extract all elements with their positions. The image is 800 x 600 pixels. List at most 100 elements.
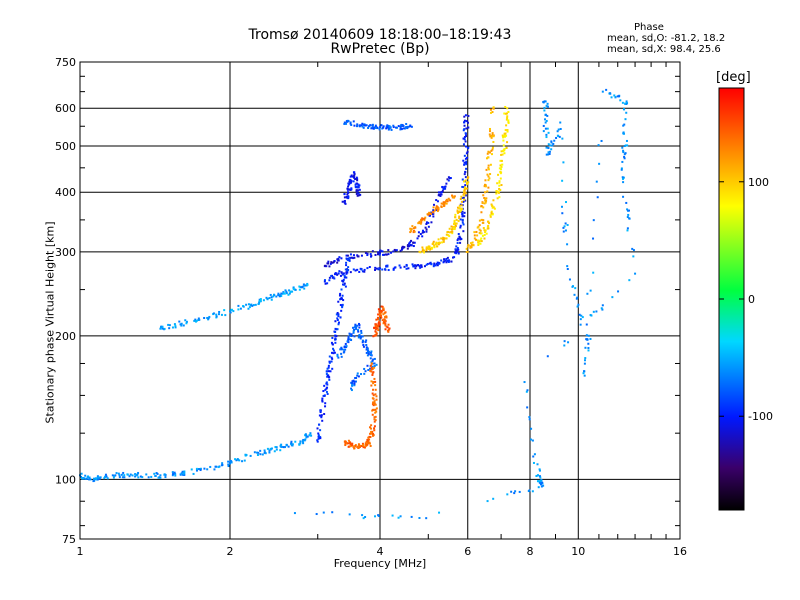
data-point [361, 270, 364, 273]
data-point [489, 130, 492, 133]
data-point [183, 470, 186, 473]
data-point [183, 473, 186, 476]
data-point [627, 213, 630, 216]
data-point [464, 145, 467, 148]
data-point [371, 123, 374, 126]
data-point [432, 203, 435, 206]
data-point [353, 328, 356, 331]
data-point [491, 204, 494, 207]
data-point [451, 230, 454, 233]
data-point [547, 151, 550, 154]
data-point [413, 230, 416, 233]
data-point [486, 500, 489, 503]
data-point [352, 180, 355, 183]
data-point [344, 348, 347, 351]
data-point [457, 248, 460, 251]
data-point [559, 121, 562, 124]
data-point [561, 179, 564, 182]
data-point [462, 196, 465, 199]
data-point [349, 121, 352, 124]
data-point [626, 144, 629, 147]
data-point [579, 323, 582, 326]
data-point [632, 249, 635, 252]
data-point [462, 129, 465, 132]
data-point [483, 237, 486, 240]
data-point [370, 127, 373, 130]
data-point [470, 243, 473, 246]
data-point [402, 124, 405, 127]
data-point [86, 476, 89, 479]
data-point [417, 263, 420, 266]
data-point [445, 200, 448, 203]
data-point [329, 262, 332, 265]
data-point [402, 246, 405, 249]
data-point [150, 475, 153, 478]
data-point [480, 218, 483, 221]
data-point [473, 237, 476, 240]
data-point [563, 340, 566, 343]
data-point [563, 225, 566, 228]
x-tick-label: 10 [571, 545, 585, 558]
data-point [628, 217, 631, 220]
data-point [353, 173, 356, 176]
data-point [259, 300, 262, 303]
data-point [458, 217, 461, 220]
data-point [589, 289, 592, 292]
data-point [448, 231, 451, 234]
data-point [339, 304, 342, 307]
data-point [410, 125, 413, 128]
data-point [364, 251, 367, 254]
data-point [466, 181, 469, 184]
data-point [236, 458, 239, 461]
data-point [180, 324, 183, 327]
data-point [197, 317, 200, 320]
data-point [484, 197, 487, 200]
data-point [463, 161, 466, 164]
data-point [346, 254, 349, 257]
data-point [103, 475, 106, 478]
data-point [628, 279, 631, 282]
data-point [331, 336, 334, 339]
data-point [328, 360, 331, 363]
data-point [351, 382, 354, 385]
data-point [370, 427, 373, 430]
data-point [368, 438, 371, 441]
data-point [370, 380, 373, 383]
data-point [266, 298, 269, 301]
y-tick-label: 600 [55, 102, 76, 115]
data-point [499, 164, 502, 167]
data-point [306, 283, 309, 286]
data-point [322, 390, 325, 393]
data-point [327, 366, 330, 369]
data-point [459, 226, 462, 229]
data-point [490, 149, 493, 152]
data-point [560, 205, 563, 208]
data-point [507, 110, 510, 113]
data-point [500, 153, 503, 156]
data-point [388, 327, 391, 330]
data-point [456, 247, 459, 250]
data-point [493, 207, 496, 210]
data-point [503, 148, 506, 151]
data-point [229, 310, 231, 313]
data-point [309, 434, 312, 437]
data-point [332, 276, 335, 279]
data-point [481, 221, 484, 224]
data-point [343, 283, 346, 286]
data-point [480, 237, 483, 240]
data-point [350, 256, 353, 259]
data-point [340, 347, 343, 350]
data-point [375, 363, 378, 366]
data-point [366, 443, 369, 446]
data-point [469, 246, 472, 249]
data-point [500, 168, 503, 171]
data-point [485, 232, 488, 235]
data-point [369, 351, 372, 354]
data-point [173, 323, 176, 326]
data-point [444, 237, 447, 240]
data-point [385, 316, 388, 319]
y-tick-label: 500 [55, 140, 76, 153]
data-point [180, 322, 183, 325]
data-point [350, 187, 353, 190]
data-point [92, 477, 95, 480]
